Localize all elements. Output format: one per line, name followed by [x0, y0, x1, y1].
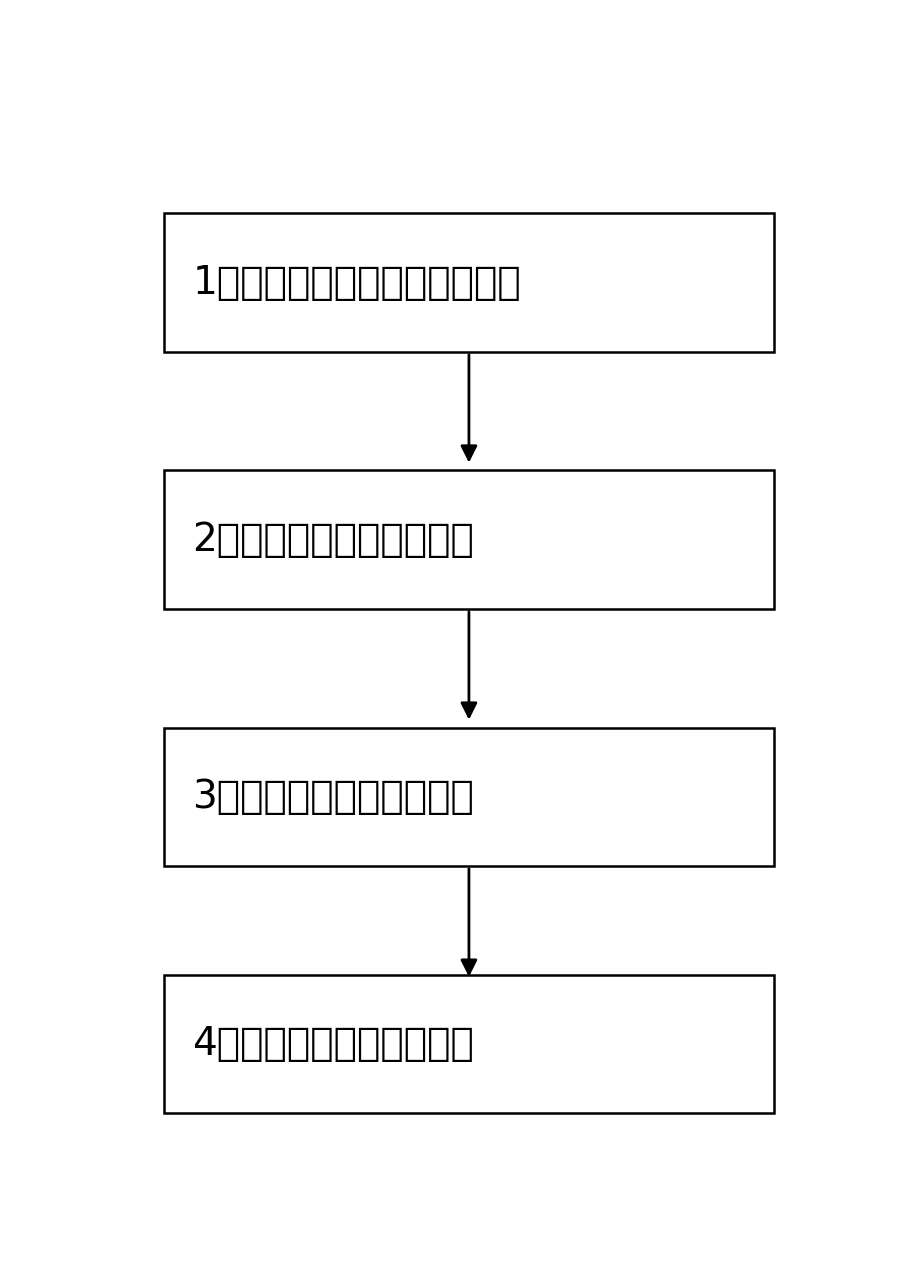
Text: 2、前段杆件几何参数确定: 2、前段杆件几何参数确定 [192, 521, 474, 559]
Bar [164, 470, 774, 609]
Text: 3、前段杆件几何参数确定: 3、前段杆件几何参数确定 [192, 778, 474, 815]
Bar [164, 975, 774, 1113]
Text: 1、液压机构杆件几何参数确定: 1、液压机构杆件几何参数确定 [192, 263, 522, 302]
Bar [164, 213, 774, 352]
Text: 4、后段杆件几何参数确定: 4、后段杆件几何参数确定 [192, 1025, 474, 1063]
Bar [164, 728, 774, 865]
